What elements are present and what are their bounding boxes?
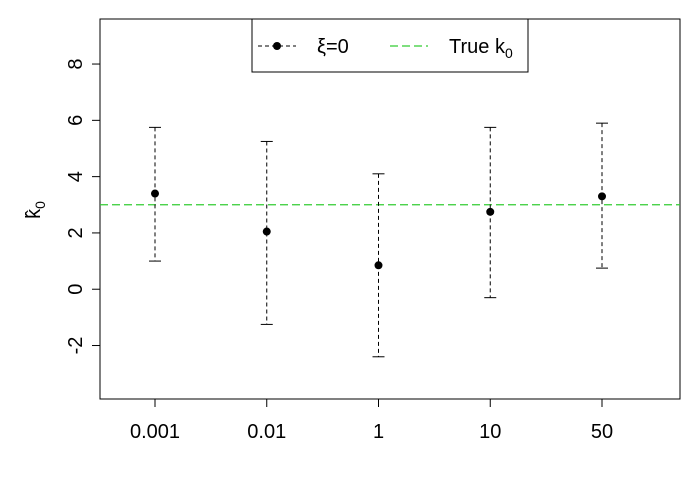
data-point: [598, 192, 606, 201]
x-axis: 0.001 0.01 1 10 50: [130, 398, 613, 443]
legend-series-label: ξ=0: [317, 36, 349, 58]
y-axis-label-main: k̂: [23, 208, 45, 219]
y-tick-label: 6: [65, 115, 87, 126]
y-tick-label: 0: [65, 284, 87, 295]
legend-reference-label: True k0: [449, 36, 513, 61]
y-tick-label: -2: [65, 337, 87, 355]
legend-reference-label-main: True k: [449, 36, 506, 58]
data-point: [262, 227, 271, 236]
x-tick-label: 10: [479, 421, 501, 443]
x-tick-label: 50: [591, 421, 613, 443]
legend-reference-label-subscript: 0: [505, 45, 513, 61]
legend: ξ=0 True k0: [251, 18, 529, 73]
data-point: [374, 261, 383, 270]
y-axis-label: k̂0: [23, 201, 48, 219]
data-point: [151, 189, 159, 198]
x-tick-label: 0.01: [247, 421, 286, 443]
y-axis: -2 0 2 4 6 8: [65, 58, 101, 355]
y-tick-label: 8: [65, 58, 87, 69]
data-points: [151, 189, 606, 270]
x-tick-label: 0.001: [130, 421, 180, 443]
error-bars: [149, 122, 608, 358]
x-tick-label: 1: [373, 421, 384, 443]
legend-series-marker: [273, 42, 281, 50]
y-tick-label: 2: [65, 227, 87, 238]
y-tick-label: 4: [65, 171, 87, 182]
plot-frame: [99, 18, 681, 400]
y-axis-label-subscript: 0: [32, 201, 48, 209]
data-point: [486, 207, 495, 216]
